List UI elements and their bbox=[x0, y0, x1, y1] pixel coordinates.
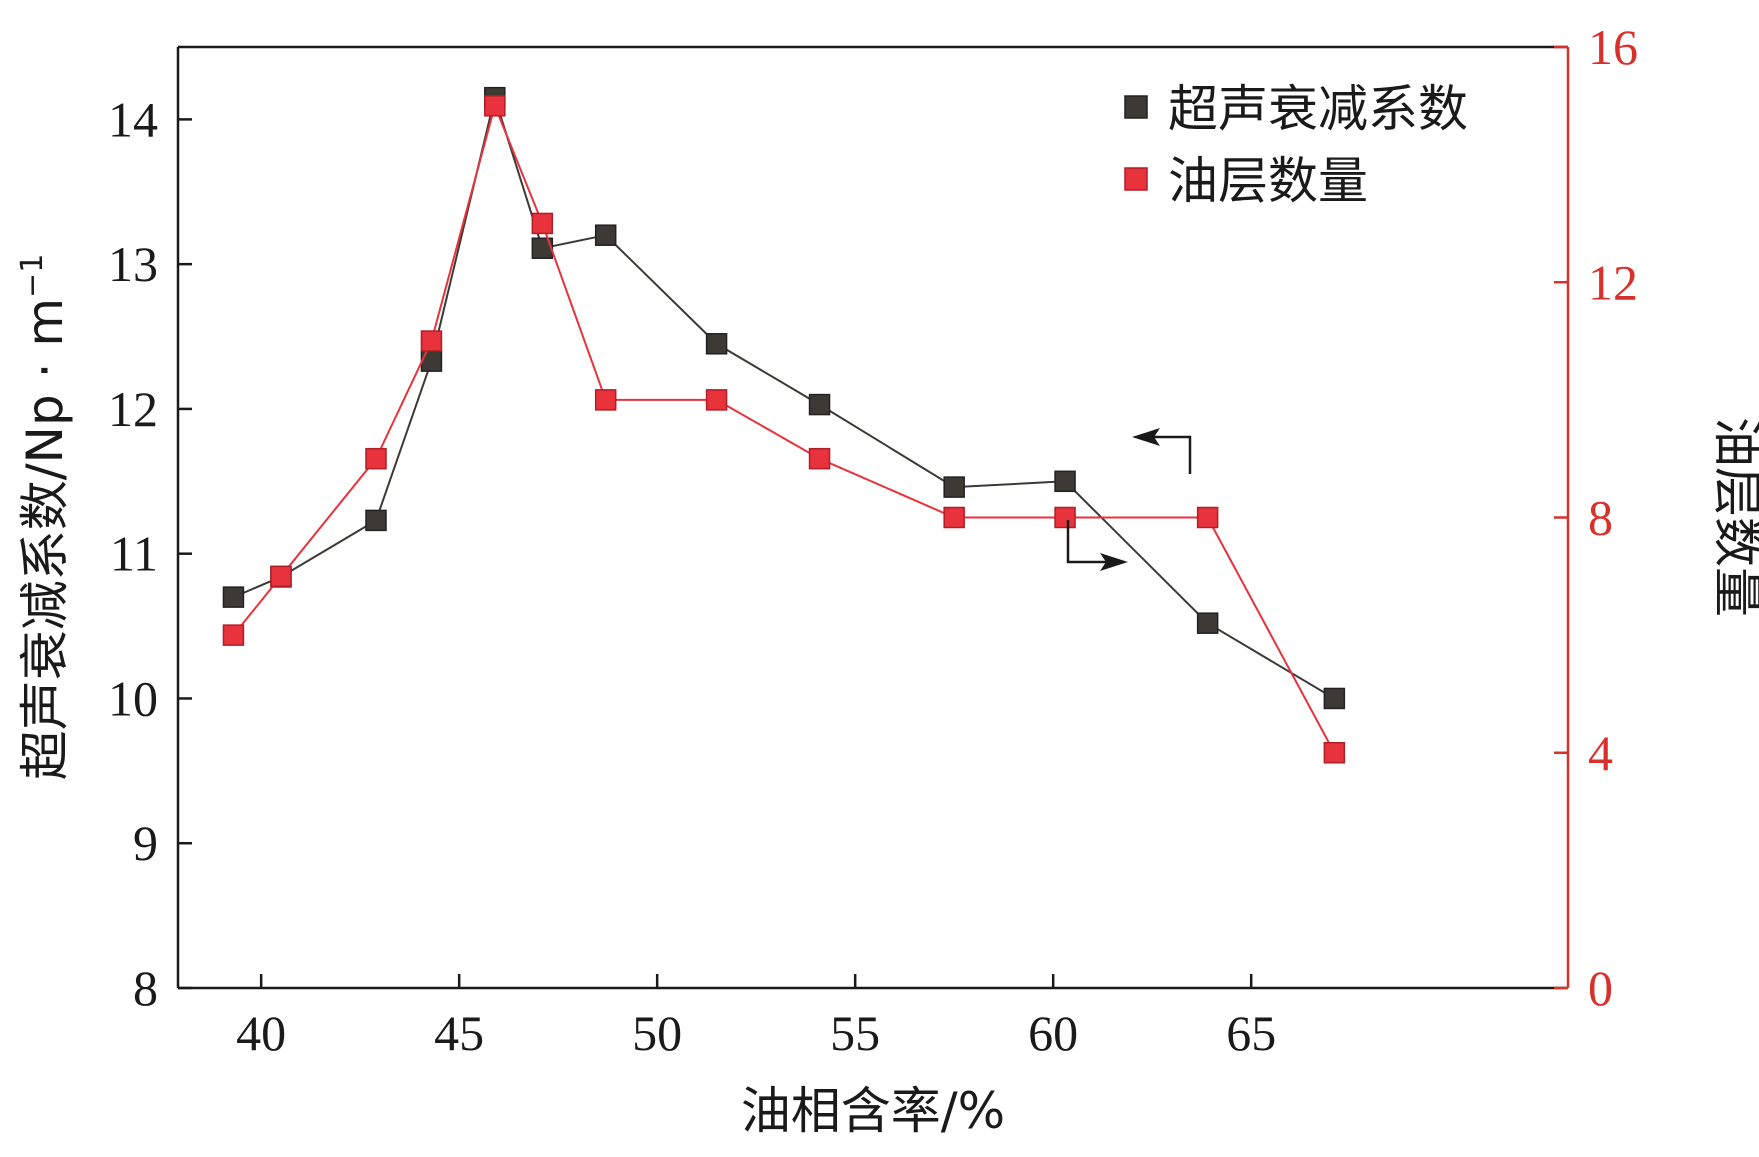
y2-tick-label: 0 bbox=[1588, 960, 1613, 1016]
x-axis-label-group: 油相含率/% bbox=[741, 1082, 1005, 1140]
x-tick-label: 40 bbox=[236, 1005, 286, 1061]
y-tick-label: 13 bbox=[108, 236, 158, 292]
y2-tick-label: 16 bbox=[1588, 19, 1638, 75]
y-tick-label: 12 bbox=[108, 381, 158, 437]
x-tick-label: 65 bbox=[1226, 1005, 1276, 1061]
x-axis-label: 油相含率/% bbox=[741, 1082, 1005, 1140]
series-point-1 bbox=[484, 95, 506, 117]
series-point-0 bbox=[1323, 687, 1346, 710]
y-tick-label: 11 bbox=[110, 526, 158, 582]
y-tick-label: 14 bbox=[108, 91, 158, 147]
arrow-to-left-axis bbox=[1132, 428, 1192, 474]
series-point-1 bbox=[943, 506, 965, 529]
series-point-1 bbox=[222, 624, 245, 646]
series-point-0 bbox=[531, 237, 554, 259]
series-point-1 bbox=[808, 447, 831, 470]
legend-marker-attenuation bbox=[1124, 95, 1148, 119]
y-tick-label: 10 bbox=[108, 670, 158, 726]
series-point-1 bbox=[594, 389, 617, 411]
series-point-0 bbox=[594, 224, 617, 246]
series-point-0 bbox=[808, 393, 831, 416]
series-point-0 bbox=[705, 333, 728, 355]
y2-axis-ticks: 0 4 8 12 16 bbox=[1554, 19, 1638, 1016]
legend-label-oil-layers: 油层数量 bbox=[1168, 152, 1368, 210]
x-tick-label: 55 bbox=[830, 1005, 880, 1061]
series-point-1 bbox=[270, 565, 292, 588]
y2-tick-label: 8 bbox=[1588, 490, 1613, 546]
x-tick-label: 50 bbox=[632, 1005, 682, 1061]
y-axis-label-superscript: −1 bbox=[15, 254, 50, 298]
y-axis-ticks: 8 9 10 11 12 13 14 bbox=[108, 91, 192, 1016]
series-point-1 bbox=[531, 212, 554, 235]
y2-tick-label: 4 bbox=[1588, 725, 1613, 781]
series-point-0 bbox=[943, 476, 965, 498]
series-point-1 bbox=[705, 389, 728, 411]
arrow-to-right-axis bbox=[1066, 520, 1128, 571]
plot-frame bbox=[176, 45, 1570, 990]
x-tick-label: 45 bbox=[434, 1005, 484, 1061]
series-point-1 bbox=[1196, 506, 1219, 529]
legend-marker-oil-layers bbox=[1124, 167, 1148, 191]
y-axis-label-main: 超声衰减系数/Np · m bbox=[16, 298, 74, 780]
y-tick-label: 9 bbox=[133, 815, 158, 871]
y-axis-label-group: 超声衰减系数/Np · m−1 bbox=[15, 254, 74, 781]
x-axis-ticks: 40 45 50 55 60 65 bbox=[236, 974, 1276, 1061]
y-axis-label: 超声衰减系数/Np · m−1 bbox=[15, 254, 74, 781]
series-point-0 bbox=[222, 586, 245, 608]
series-point-1 bbox=[365, 447, 387, 470]
y2-axis-label-group: 油层数量 bbox=[1708, 417, 1759, 617]
legend: 超声衰减系数 油层数量 bbox=[1124, 80, 1468, 210]
series-point-0 bbox=[365, 509, 387, 532]
series-point-1 bbox=[1323, 742, 1346, 764]
x-tick-label: 60 bbox=[1028, 1005, 1078, 1061]
y2-axis-label: 油层数量 bbox=[1708, 417, 1759, 617]
series-point-0 bbox=[1054, 470, 1076, 493]
series-point-0 bbox=[1196, 612, 1219, 634]
series-point-1 bbox=[420, 330, 443, 352]
legend-label-attenuation: 超声衰减系数 bbox=[1168, 80, 1468, 138]
series-layer bbox=[222, 86, 1346, 764]
series-point-1 bbox=[1054, 506, 1076, 529]
y-tick-label: 8 bbox=[133, 960, 158, 1016]
y2-tick-label: 12 bbox=[1588, 254, 1638, 310]
